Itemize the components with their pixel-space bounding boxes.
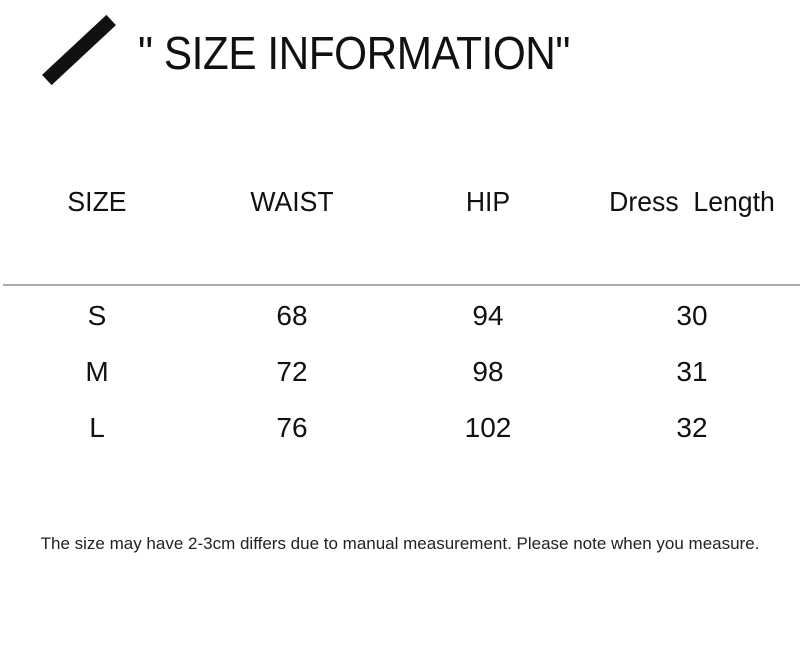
cell-size: M (85, 356, 109, 387)
divider (3, 284, 800, 286)
cell-waist: 76 (276, 412, 308, 443)
measurement-note: The size may have 2-3cm differs due to m… (40, 534, 760, 553)
header-hip: HIP (465, 186, 511, 217)
cell-waist: 72 (276, 356, 308, 387)
header-dress-length: Dress Length (609, 186, 775, 217)
cell-hip: 102 (464, 412, 512, 443)
cell-waist: 68 (276, 300, 308, 331)
cell-length: 31 (676, 356, 708, 387)
cell-size: L (89, 412, 105, 443)
header-waist: WAIST (250, 186, 334, 217)
page-title: " SIZE INFORMATION" (138, 27, 570, 79)
header-size: SIZE (67, 186, 127, 217)
cell-length: 32 (676, 412, 708, 443)
cell-size: S (87, 300, 107, 331)
cell-hip: 98 (472, 356, 504, 387)
slash-decoration-icon (42, 14, 116, 86)
cell-hip: 94 (472, 300, 504, 331)
cell-length: 30 (676, 300, 708, 331)
